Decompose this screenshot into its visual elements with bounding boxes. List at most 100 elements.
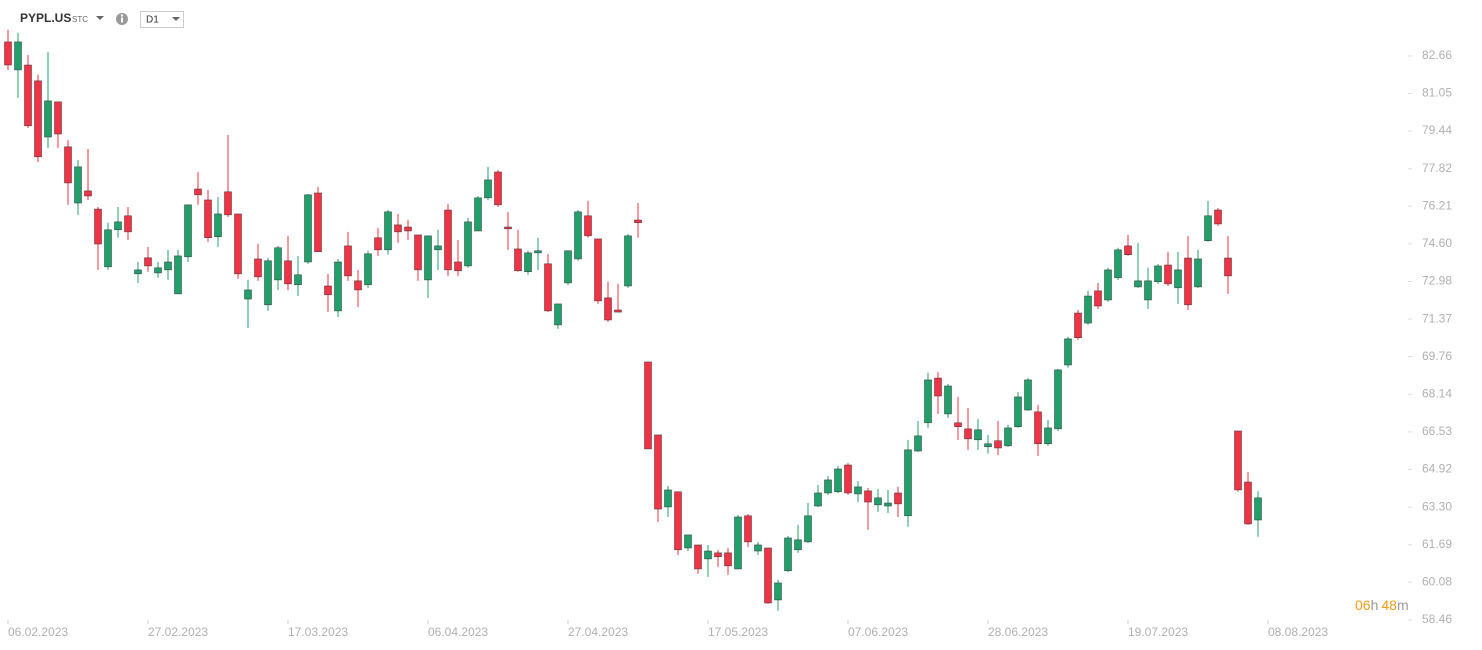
candle-body [1224, 257, 1232, 277]
x-tick-label: 19.07.2023 [1128, 625, 1188, 639]
candle-body [474, 197, 482, 232]
candle-body [144, 257, 152, 267]
y-tick-label: 77.82 [1422, 161, 1452, 175]
candle-body [1004, 427, 1012, 447]
candle-body [54, 101, 62, 135]
candle-body [294, 274, 302, 286]
candle-body [544, 263, 552, 312]
candle-body [774, 582, 782, 601]
candle-body [814, 492, 822, 507]
candle-body [554, 303, 562, 326]
candle-body [524, 252, 532, 273]
candle-body [84, 190, 92, 197]
candle-body [654, 434, 662, 510]
candle-body [274, 247, 282, 281]
candle-body [1014, 396, 1022, 428]
candle-body [1034, 411, 1042, 445]
y-tick-label: 60.08 [1422, 574, 1452, 588]
y-tick-label: 58.46 [1422, 612, 1452, 626]
candle-body [884, 502, 892, 507]
interval: D1 [146, 15, 159, 26]
candle-body [464, 221, 472, 267]
candle-body [804, 515, 812, 543]
candle-body [824, 479, 832, 494]
candle-body [854, 486, 862, 495]
candle-body [44, 100, 52, 138]
candle-body [74, 166, 82, 204]
symbol[interactable]: PYPL.US [20, 11, 71, 25]
candle-body [664, 489, 672, 508]
candle-body [1154, 265, 1162, 283]
candle-body [974, 429, 982, 441]
candle-body [34, 80, 42, 158]
candle-body [1204, 215, 1212, 242]
candle-body [1124, 245, 1132, 255]
candle-body [1044, 427, 1052, 445]
candle-body [214, 213, 222, 238]
countdown-minutes: 48 [1381, 597, 1397, 613]
candle-body [504, 226, 512, 230]
candle-body [404, 226, 412, 232]
candle-body [1234, 430, 1242, 491]
countdown: 06h 48m [1355, 597, 1409, 613]
countdown-unit: h [1371, 597, 1379, 613]
candle-body [514, 248, 522, 272]
x-tick-label: 06.04.2023 [428, 625, 488, 639]
candle-body [224, 191, 232, 216]
candle-body [614, 309, 622, 313]
symbol-dropdown[interactable] [96, 16, 104, 20]
candle-body [704, 550, 712, 560]
candle-body [124, 215, 132, 233]
candle-body [534, 250, 542, 254]
candle-body [14, 41, 22, 71]
candle-body [984, 443, 992, 448]
candle-body [624, 235, 632, 287]
interval-dropdown [172, 17, 180, 21]
countdown-hours: 06 [1355, 597, 1371, 613]
y-tick-label: 72.98 [1422, 274, 1452, 288]
candle-body [1214, 209, 1222, 225]
candle-body [204, 199, 212, 238]
candle-body [364, 253, 372, 286]
y-tick-label: 64.92 [1422, 462, 1452, 476]
candle-body [184, 204, 192, 258]
candle-body [1054, 369, 1062, 430]
candle-body [424, 235, 432, 281]
candle-body [584, 215, 592, 237]
y-tick-label: 61.69 [1422, 537, 1452, 551]
candle-body [344, 245, 352, 277]
candle-body [844, 464, 852, 494]
candle-body [444, 209, 452, 271]
y-tick-label: 81.05 [1422, 86, 1452, 100]
candle-body [694, 544, 702, 570]
info-icon-dot [121, 14, 123, 17]
candle-body [1144, 280, 1152, 301]
candle-body [1024, 379, 1032, 411]
candle-body [354, 280, 362, 291]
candle-body [164, 261, 172, 271]
candle-body [434, 245, 442, 251]
interval-select[interactable] [140, 11, 184, 28]
candle-body [4, 41, 12, 66]
candle-body [634, 219, 642, 224]
candle-body [574, 211, 582, 260]
candle-body [104, 229, 112, 268]
candle-body [24, 64, 32, 127]
candle-body [1094, 290, 1102, 307]
x-tick-label: 07.06.2023 [848, 625, 908, 639]
candle-body [594, 238, 602, 302]
y-tick-label: 76.21 [1422, 198, 1452, 212]
candle-body [374, 237, 382, 251]
candle-body [134, 269, 142, 275]
candle-body [874, 497, 882, 506]
countdown-unit: m [1397, 597, 1409, 613]
y-tick-label: 74.60 [1422, 236, 1452, 250]
candle-body [764, 547, 772, 604]
candle-body [724, 552, 732, 567]
market: STC [72, 15, 88, 24]
x-tick-label: 27.02.2023 [148, 625, 208, 639]
candle-body [864, 490, 872, 503]
candle-body [254, 258, 262, 278]
